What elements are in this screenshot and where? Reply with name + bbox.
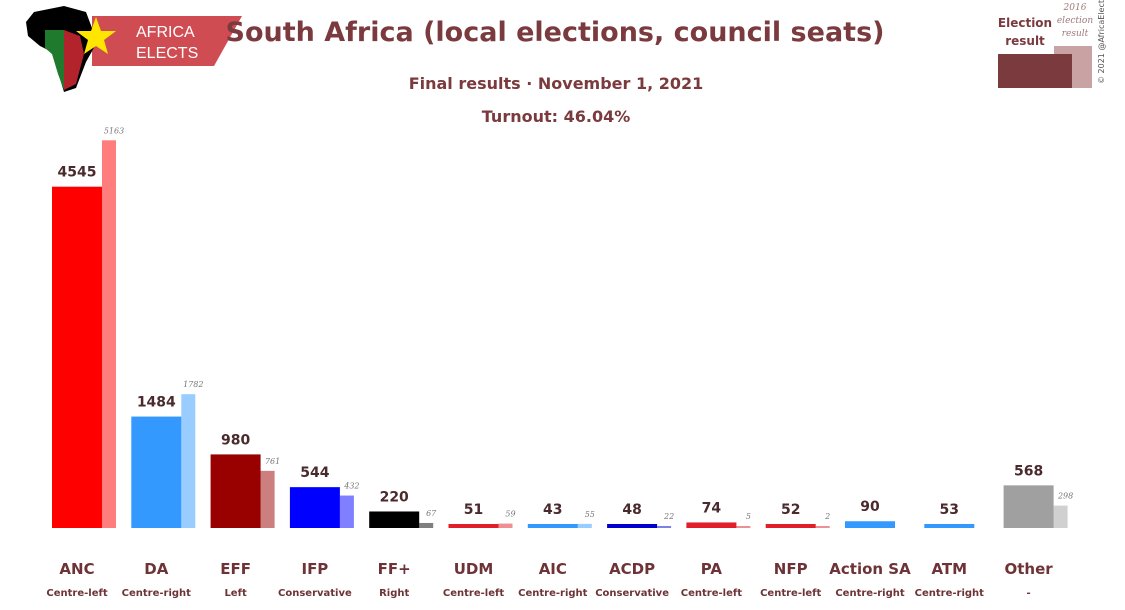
party-ideology-ff: Right bbox=[379, 588, 409, 599]
party-ideology-aic: Centre-right bbox=[518, 588, 588, 599]
party-name-ff: FF+ bbox=[378, 560, 411, 578]
legend-current-line1: Election bbox=[998, 16, 1052, 30]
prev-value-label-eff: 761 bbox=[265, 457, 280, 466]
party-name-aic: AIC bbox=[539, 560, 567, 578]
value-label-udm: 51 bbox=[464, 502, 483, 518]
bar-2021-ff bbox=[369, 511, 420, 528]
brand-logo: AFRICA ELECTS bbox=[26, 6, 242, 92]
bar-2016-acdp bbox=[657, 526, 672, 528]
party-name-nfp: NFP bbox=[774, 560, 808, 578]
legend-previous-line1: 2016 bbox=[1063, 3, 1087, 13]
prev-value-label-pa: 5 bbox=[746, 512, 751, 521]
africa-map-icon bbox=[26, 6, 96, 92]
value-label-aic: 43 bbox=[543, 502, 562, 518]
value-label-action-sa: 90 bbox=[860, 499, 880, 515]
bar-2021-other bbox=[1003, 485, 1054, 528]
prev-value-label-anc: 5163 bbox=[104, 126, 124, 135]
copyright-note: © 2021 @AfricaElect bbox=[1097, 0, 1106, 84]
legend-previous-line3: result bbox=[1062, 29, 1089, 39]
party-name-atm: ATM bbox=[931, 560, 967, 578]
party-ideology-action-sa: Centre-right bbox=[835, 588, 905, 599]
legend: Election result 2016 election result bbox=[998, 3, 1093, 88]
value-label-eff: 980 bbox=[221, 432, 250, 448]
prev-value-label-other: 298 bbox=[1057, 492, 1073, 501]
party-name-da: DA bbox=[144, 560, 168, 578]
party-name-other: Other bbox=[1005, 560, 1054, 578]
value-label-anc: 4545 bbox=[58, 165, 97, 181]
value-label-da: 1484 bbox=[137, 395, 176, 411]
star-icon bbox=[76, 17, 116, 54]
prev-value-label-aic: 55 bbox=[585, 510, 595, 519]
chart-subtitle: Final results · November 1, 2021 bbox=[409, 74, 704, 93]
bar-2021-udm bbox=[448, 524, 499, 528]
party-name-pa: PA bbox=[701, 560, 723, 578]
bar-layer bbox=[52, 140, 1068, 529]
party-ideology-ifp: Conservative bbox=[278, 588, 352, 599]
party-ideology-pa: Centre-left bbox=[681, 588, 742, 599]
prev-value-label-nfp: 2 bbox=[824, 512, 830, 521]
party-ideology-eff: Left bbox=[224, 588, 247, 599]
bar-2021-pa bbox=[686, 522, 737, 528]
party-ideology-other: - bbox=[1027, 588, 1031, 599]
party-ideology-da: Centre-right bbox=[122, 588, 192, 599]
bar-2021-atm bbox=[924, 524, 975, 528]
bar-2016-ff bbox=[419, 522, 434, 528]
bar-2016-da bbox=[181, 394, 196, 528]
prev-value-label-da: 1782 bbox=[183, 380, 203, 389]
value-label-ifp: 544 bbox=[300, 465, 329, 481]
bar-2016-ifp bbox=[339, 495, 354, 528]
turnout-label: Turnout: 46.04% bbox=[482, 107, 630, 126]
bar-2016-nfp bbox=[815, 526, 830, 528]
bar-2016-anc bbox=[102, 140, 116, 529]
bar-2021-eff bbox=[210, 454, 261, 528]
bar-2021-acdp bbox=[607, 524, 658, 528]
bar-2021-nfp bbox=[765, 524, 816, 528]
brand-banner bbox=[92, 16, 242, 66]
value-label-atm: 53 bbox=[940, 502, 959, 518]
prev-value-label-ff: 67 bbox=[426, 509, 437, 518]
bar-2021-anc bbox=[52, 186, 102, 528]
legend-previous-line2: election bbox=[1057, 16, 1093, 26]
prev-value-label-acdp: 22 bbox=[663, 512, 674, 521]
legend-current-swatch bbox=[998, 54, 1072, 88]
party-name-eff: EFF bbox=[220, 560, 251, 578]
bar-2021-action-sa bbox=[845, 521, 895, 528]
prev-value-label-ifp: 432 bbox=[343, 482, 359, 491]
party-name-acdp: ACDP bbox=[609, 560, 655, 578]
legend-current-line2: result bbox=[1005, 34, 1045, 48]
bar-2016-pa bbox=[736, 526, 751, 528]
brand-line1: AFRICA bbox=[136, 24, 195, 41]
prev-value-label-udm: 59 bbox=[505, 510, 515, 519]
party-name-udm: UDM bbox=[454, 560, 494, 578]
value-label-pa: 74 bbox=[702, 500, 722, 516]
value-label-acdp: 48 bbox=[622, 502, 641, 518]
party-ideology-acdp: Conservative bbox=[595, 588, 669, 599]
value-label-nfp: 52 bbox=[781, 502, 800, 518]
label-layer: 5163 4545 ANC Centre-left 1782 1484 DA Centre-r… bbox=[46, 126, 1073, 599]
party-ideology-udm: Centre-left bbox=[443, 588, 504, 599]
bar-2021-da bbox=[131, 416, 182, 528]
bar-2016-other bbox=[1053, 505, 1068, 528]
chart-title: South Africa (local elections, council s… bbox=[226, 17, 885, 48]
party-ideology-nfp: Centre-left bbox=[760, 588, 821, 599]
party-name-action-sa: Action SA bbox=[829, 560, 911, 578]
bar-2016-udm bbox=[498, 523, 513, 528]
value-label-ff: 220 bbox=[380, 489, 409, 505]
value-label-other: 568 bbox=[1014, 463, 1043, 479]
bar-2016-eff bbox=[260, 470, 275, 528]
brand-line2: ELECTS bbox=[136, 45, 198, 62]
bar-2021-aic bbox=[527, 524, 578, 528]
party-name-ifp: IFP bbox=[301, 560, 328, 578]
bar-2021-ifp bbox=[289, 487, 340, 528]
party-ideology-anc: Centre-left bbox=[46, 588, 107, 599]
party-name-anc: ANC bbox=[59, 560, 94, 578]
bar-2016-aic bbox=[577, 523, 592, 528]
party-ideology-atm: Centre-right bbox=[915, 588, 985, 599]
